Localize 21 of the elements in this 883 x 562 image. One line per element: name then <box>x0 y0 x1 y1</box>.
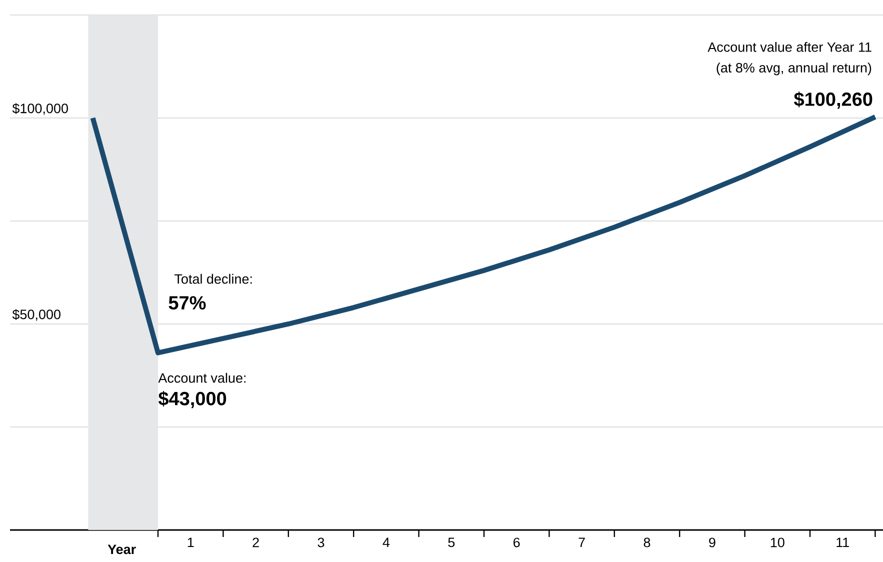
x-tick-label: 3 <box>318 538 324 548</box>
annotation: Account value after Year 11 <box>708 42 872 52</box>
annotation: Account value: <box>158 372 246 383</box>
x-tick-label: 4 <box>382 538 390 547</box>
x-tick-label: 9 <box>709 538 716 548</box>
x-tick-label: 8 <box>644 538 650 548</box>
data-label: $43,000 <box>158 391 226 408</box>
x-tick-label: 6 <box>514 538 520 548</box>
x-tick-label: 2 <box>252 538 259 548</box>
x-tick-label: 10 <box>770 538 784 548</box>
data-label: $100,260 <box>794 92 872 109</box>
y-tick-label: $50,000 <box>12 309 60 321</box>
x-tick-label: 1 <box>188 538 194 547</box>
x-tick-label: 5 <box>448 538 455 548</box>
annotation: Total decline: <box>174 274 252 284</box>
annotation: 57% <box>168 296 206 310</box>
x-axis-title: Year <box>108 544 136 554</box>
x-tick-label: 7 <box>578 538 585 547</box>
annotation: (at 8% avg, annual return) <box>716 62 872 76</box>
y-tick-label: $100,000 <box>12 103 68 115</box>
x-tick-label: 11 <box>836 538 849 547</box>
